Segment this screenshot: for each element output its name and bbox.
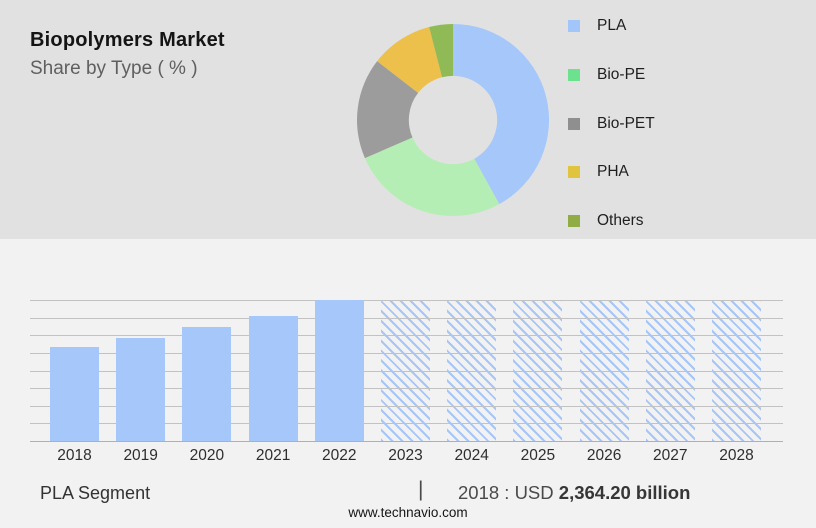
- legend-item-Bio-PET: Bio-PET: [568, 111, 655, 137]
- legend-swatch: [568, 166, 580, 179]
- donut-chart: [357, 24, 549, 216]
- legend-swatch: [568, 215, 580, 228]
- x-tick-label: 2020: [189, 447, 225, 464]
- top-panel: Biopolymers Market Share by Type ( % ) P…: [0, 0, 816, 239]
- gridline: [30, 405, 783, 407]
- bar-2020: [182, 327, 232, 441]
- footer-value-amount: 2,364.20 billion: [558, 482, 691, 503]
- bar-2022: [314, 300, 364, 441]
- x-tick-label: 2021: [255, 447, 291, 464]
- legend-label: PHA: [597, 163, 629, 181]
- donut-slice-Bio-PE: [364, 137, 500, 216]
- bar-chart: 2018 2019 2020 2021 2022 2023 2024 2025 2026 2027…: [0, 239, 816, 528]
- bar-2018: [50, 347, 99, 441]
- page-title: Biopolymers Market: [30, 29, 225, 51]
- x-tick-label: 2022: [322, 447, 357, 464]
- legend-swatch: [568, 68, 580, 81]
- legend-item-Bio-PE: Bio-PE: [568, 62, 645, 88]
- donut-slice-Bio-PET: [357, 61, 419, 159]
- gridline: [30, 388, 783, 390]
- footer-divider: |: [418, 478, 424, 501]
- x-tick-label: 2025: [520, 447, 556, 464]
- legend-item-Others: Others: [568, 208, 644, 234]
- donut-slice-Others: [429, 24, 453, 78]
- legend-item-PHA: PHA: [568, 159, 629, 185]
- gridline: [30, 370, 783, 372]
- gridline: [30, 300, 783, 301]
- x-tick-label: 2018: [57, 447, 92, 464]
- legend-item-PLA: PLA: [568, 13, 626, 39]
- bar-2021: [248, 316, 298, 441]
- gridline: [30, 335, 783, 337]
- gridline: [30, 352, 783, 354]
- gridline: [30, 317, 783, 319]
- legend-swatch: [568, 20, 580, 32]
- legend-label: Bio-PET: [597, 114, 655, 132]
- legend-label: Others: [597, 212, 644, 230]
- legend-label: Bio-PE: [597, 65, 646, 83]
- x-axis-line: [30, 441, 783, 442]
- gridline: [30, 423, 783, 425]
- x-tick-label: 2028: [719, 447, 754, 464]
- bar-2019: [116, 338, 166, 441]
- footer-value-prefix: 2018 : USD: [458, 482, 559, 503]
- segment-label: PLA Segment: [40, 483, 151, 503]
- x-tick-label: 2019: [123, 447, 158, 464]
- footer-value: 2018 : USD 2,364.20 billion: [458, 482, 690, 504]
- page-subtitle: Share by Type ( % ): [30, 58, 198, 79]
- x-tick-label: 2027: [653, 447, 688, 464]
- donut-legend: PLA Bio-PE Bio-PET PHA Others: [568, 0, 808, 239]
- x-tick-label: 2026: [586, 447, 622, 464]
- x-tick-label: 2023: [388, 447, 423, 464]
- legend-swatch: [568, 117, 580, 130]
- legend-label: PLA: [597, 17, 627, 34]
- x-tick-label: 2024: [454, 447, 489, 464]
- website-url: www.technavio.com: [348, 505, 468, 520]
- donut-slice-PLA: [453, 24, 549, 205]
- donut-slice-PHA: [377, 27, 443, 93]
